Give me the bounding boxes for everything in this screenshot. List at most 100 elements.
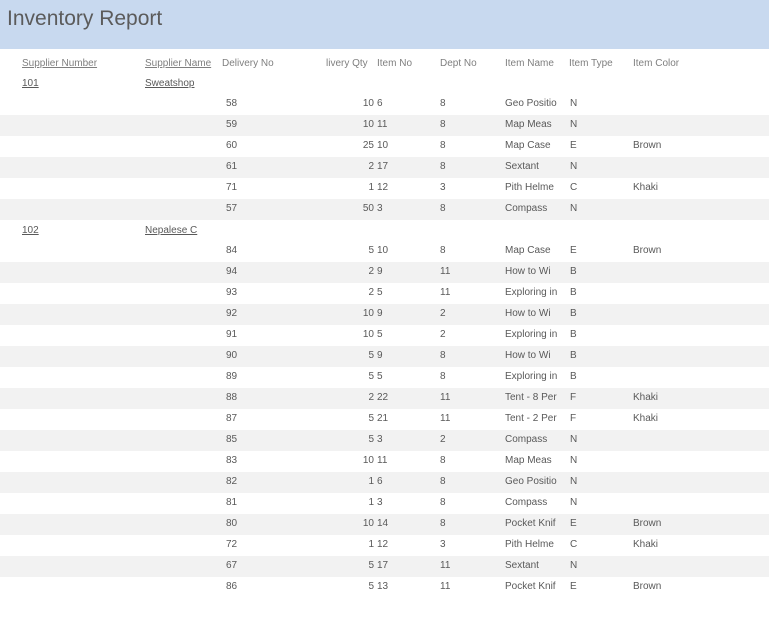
supplier-name: Nepalese C — [145, 225, 198, 236]
delivery-qty-cell: 50 — [362, 203, 374, 214]
item-name-cell: Tent - 2 Per — [505, 413, 557, 424]
table-row: 92 10 9 2 How to Wi B — [0, 304, 769, 325]
item-name-cell: Pith Helme — [505, 182, 554, 193]
header-item-name: Item Name — [505, 58, 554, 69]
delivery-no-cell: 57 — [226, 203, 238, 214]
delivery-qty-cell: 1 — [368, 182, 374, 193]
dept-no-cell: 2 — [440, 308, 446, 319]
dept-no-cell: 8 — [440, 497, 446, 508]
delivery-qty-cell: 10 — [362, 308, 374, 319]
delivery-no-cell: 71 — [226, 182, 238, 193]
item-color-cell: Brown — [633, 140, 662, 151]
dept-no-cell: 8 — [440, 371, 446, 382]
item-no-cell: 5 — [377, 371, 383, 382]
dept-no-cell: 8 — [440, 140, 446, 151]
item-name-cell: Geo Positio — [505, 98, 557, 109]
item-type-cell: E — [570, 518, 577, 529]
item-type-cell: B — [570, 266, 577, 277]
delivery-no-cell: 84 — [226, 245, 238, 256]
table-row: 87 5 21 11 Tent - 2 Per F Khaki — [0, 409, 769, 430]
delivery-qty-cell: 5 — [368, 245, 374, 256]
column-header-row: Supplier Number Supplier Name Delivery N… — [0, 57, 769, 71]
item-name-cell: Compass — [505, 497, 548, 508]
item-no-cell: 6 — [377, 98, 383, 109]
dept-no-cell: 8 — [440, 161, 446, 172]
dept-no-cell: 11 — [440, 266, 451, 277]
delivery-qty-cell: 5 — [368, 350, 374, 361]
item-name-cell: Sextant — [505, 161, 539, 172]
item-name-cell: Map Case — [505, 245, 551, 256]
table-row: 60 25 10 8 Map Case E Brown — [0, 136, 769, 157]
item-no-cell: 10 — [377, 140, 389, 151]
item-name-cell: Compass — [505, 434, 548, 445]
item-name-cell: Compass — [505, 203, 548, 214]
item-type-cell: N — [570, 119, 578, 130]
delivery-qty-cell: 2 — [368, 266, 374, 277]
item-no-cell: 3 — [377, 434, 383, 445]
table-row: 61 2 17 8 Sextant N — [0, 157, 769, 178]
delivery-qty-cell: 1 — [368, 539, 374, 550]
table-row: 88 2 22 11 Tent - 8 Per F Khaki — [0, 388, 769, 409]
item-name-cell: Tent - 8 Per — [505, 392, 557, 403]
supplier-name: Sweatshop — [145, 78, 195, 89]
dept-no-cell: 8 — [440, 476, 446, 487]
dept-no-cell: 8 — [440, 203, 446, 214]
table-row: 84 5 10 8 Map Case E Brown — [0, 241, 769, 262]
delivery-qty-cell: 1 — [368, 476, 374, 487]
table-row: 82 1 6 8 Geo Positio N — [0, 472, 769, 493]
header-item-color: Item Color — [633, 58, 680, 69]
dept-no-cell: 11 — [440, 560, 451, 571]
header-item-no: Item No — [377, 58, 413, 69]
delivery-qty-cell: 5 — [368, 581, 374, 592]
item-type-cell: E — [570, 140, 577, 151]
item-name-cell: How to Wi — [505, 350, 551, 361]
dept-no-cell: 8 — [440, 245, 446, 256]
header-supplier-name: Supplier Name — [145, 58, 212, 69]
item-type-cell: B — [570, 350, 577, 361]
delivery-no-cell: 90 — [226, 350, 238, 361]
supplier-group-header: 101 Sweatshop — [0, 75, 769, 91]
delivery-no-cell: 87 — [226, 413, 238, 424]
dept-no-cell: 8 — [440, 119, 446, 130]
delivery-qty-cell: 10 — [362, 518, 374, 529]
delivery-no-cell: 67 — [226, 560, 238, 571]
item-type-cell: B — [570, 329, 577, 340]
table-row: 58 10 6 8 Geo Positio N — [0, 94, 769, 115]
item-type-cell: B — [570, 308, 577, 319]
table-row: 85 5 3 2 Compass N — [0, 430, 769, 451]
item-name-cell: Pith Helme — [505, 539, 554, 550]
item-name-cell: Exploring in — [505, 329, 558, 340]
item-name-cell: Sextant — [505, 560, 539, 571]
delivery-no-cell: 89 — [226, 371, 238, 382]
table-row: 93 2 5 11 Exploring in B — [0, 283, 769, 304]
delivery-no-cell: 58 — [226, 98, 238, 109]
item-no-cell: 17 — [377, 560, 389, 571]
dept-no-cell: 8 — [440, 455, 446, 466]
item-no-cell: 21 — [377, 413, 389, 424]
table-row: 83 10 11 8 Map Meas N — [0, 451, 769, 472]
table-row: 89 5 5 8 Exploring in B — [0, 367, 769, 388]
item-type-cell: N — [570, 98, 578, 109]
item-name-cell: Pocket Knif — [505, 518, 556, 529]
header-delivery-qty: livery Qty — [326, 58, 368, 69]
header-item-type: Item Type — [569, 58, 613, 69]
item-type-cell: C — [570, 539, 578, 550]
item-type-cell: F — [570, 392, 577, 403]
header-supplier-number: Supplier Number — [22, 58, 98, 69]
item-type-cell: B — [570, 287, 577, 298]
delivery-no-cell: 81 — [226, 497, 238, 508]
item-no-cell: 10 — [377, 245, 389, 256]
supplier-number: 102 — [22, 225, 39, 236]
item-no-cell: 22 — [377, 392, 389, 403]
delivery-no-cell: 59 — [226, 119, 238, 130]
delivery-no-cell: 82 — [226, 476, 238, 487]
delivery-qty-cell: 10 — [362, 455, 374, 466]
item-name-cell: How to Wi — [505, 308, 551, 319]
delivery-qty-cell: 5 — [368, 413, 374, 424]
dept-no-cell: 11 — [440, 287, 451, 298]
item-type-cell: E — [570, 581, 577, 592]
delivery-no-cell: 72 — [226, 539, 238, 550]
item-name-cell: Map Meas — [505, 455, 552, 466]
dept-no-cell: 3 — [440, 182, 446, 193]
